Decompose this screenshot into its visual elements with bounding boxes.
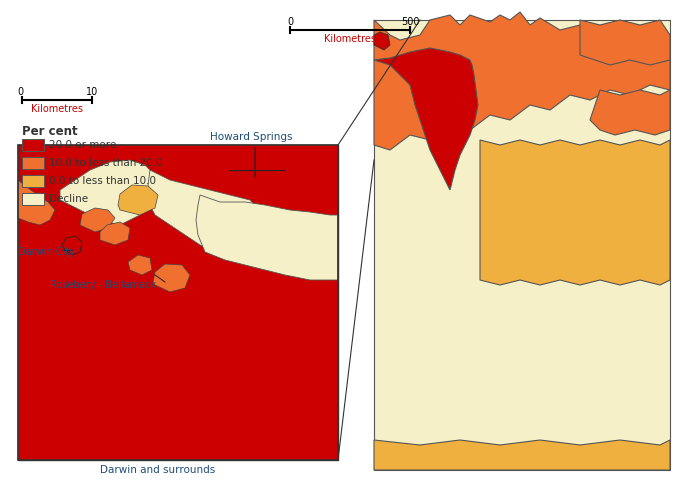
Text: Rosebery - Bellamack: Rosebery - Bellamack bbox=[50, 280, 156, 290]
Polygon shape bbox=[196, 195, 338, 280]
Text: 500: 500 bbox=[401, 17, 420, 27]
Text: Kilometres: Kilometres bbox=[31, 104, 83, 114]
Text: Howard Springs: Howard Springs bbox=[210, 132, 292, 142]
Bar bbox=[22, 175, 44, 187]
Polygon shape bbox=[18, 180, 55, 225]
Polygon shape bbox=[374, 20, 670, 470]
Polygon shape bbox=[148, 170, 265, 255]
Polygon shape bbox=[590, 90, 670, 135]
Polygon shape bbox=[80, 208, 115, 232]
Bar bbox=[18, 145, 338, 460]
Text: Per cent: Per cent bbox=[22, 125, 78, 138]
Polygon shape bbox=[374, 440, 670, 470]
Text: 10: 10 bbox=[86, 87, 98, 97]
Polygon shape bbox=[480, 140, 670, 285]
Text: 0: 0 bbox=[17, 87, 23, 97]
Bar bbox=[22, 193, 44, 205]
Text: 20.0 or more: 20.0 or more bbox=[49, 140, 116, 150]
Polygon shape bbox=[153, 264, 190, 292]
Text: Kilometres: Kilometres bbox=[324, 34, 376, 44]
Polygon shape bbox=[60, 160, 160, 225]
Text: Darwin City: Darwin City bbox=[18, 247, 75, 257]
Polygon shape bbox=[374, 12, 670, 150]
Polygon shape bbox=[118, 185, 158, 215]
Polygon shape bbox=[374, 48, 478, 190]
Bar bbox=[18, 145, 338, 460]
Text: Darwin and surrounds: Darwin and surrounds bbox=[100, 465, 216, 475]
Polygon shape bbox=[18, 145, 338, 460]
Text: Decline: Decline bbox=[49, 194, 88, 204]
Text: 0: 0 bbox=[287, 17, 293, 27]
Polygon shape bbox=[374, 32, 390, 50]
Polygon shape bbox=[128, 255, 152, 275]
Polygon shape bbox=[100, 222, 130, 245]
Text: 10.0 to less than 20.0: 10.0 to less than 20.0 bbox=[49, 158, 163, 168]
Text: 0.0 to less than 10.0: 0.0 to less than 10.0 bbox=[49, 176, 156, 186]
Bar bbox=[22, 139, 44, 151]
Polygon shape bbox=[62, 236, 82, 255]
Polygon shape bbox=[580, 20, 670, 65]
Bar bbox=[22, 157, 44, 169]
